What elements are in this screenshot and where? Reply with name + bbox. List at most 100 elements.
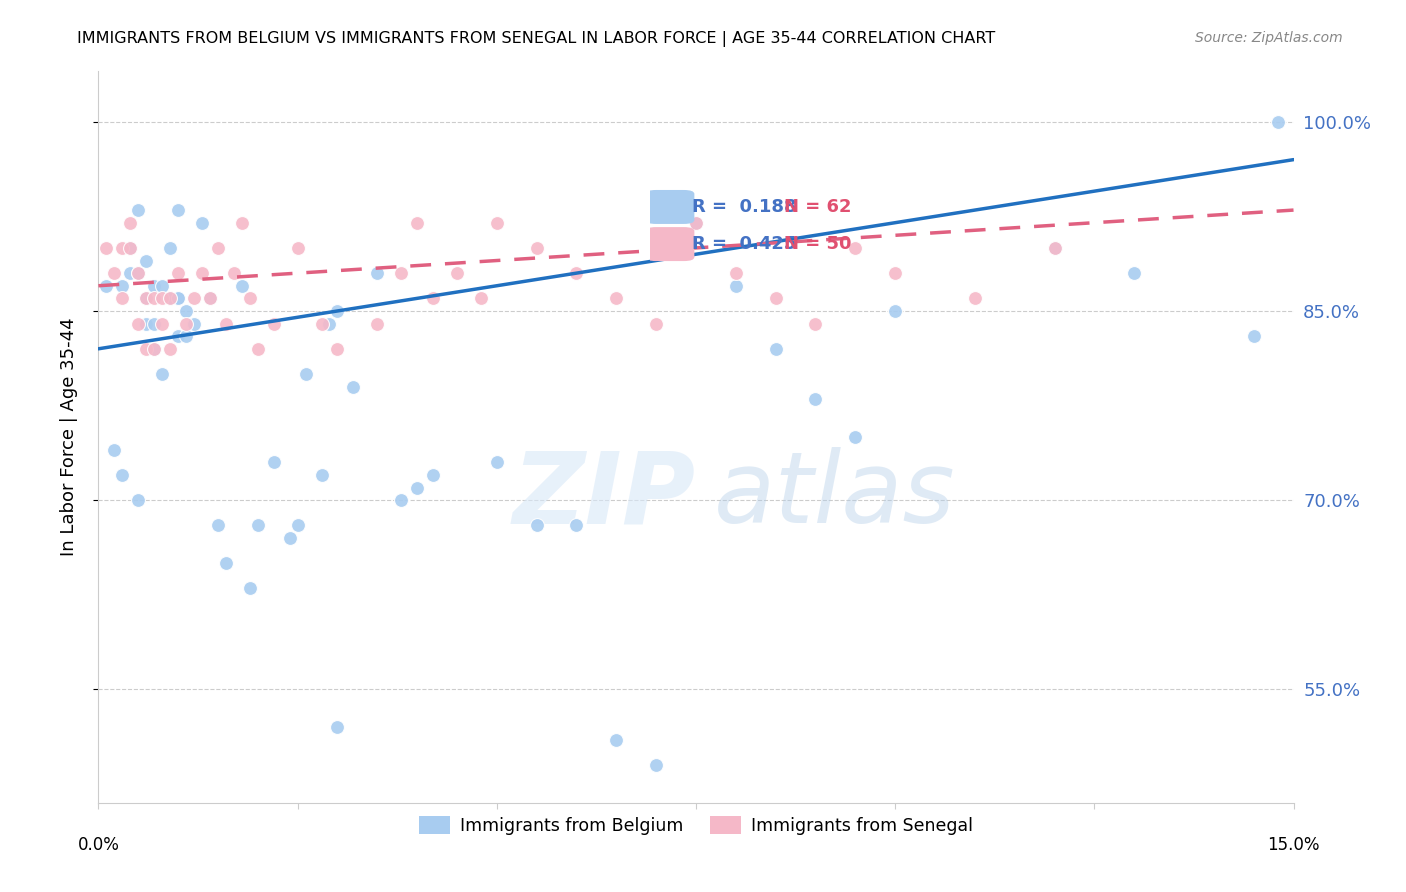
Point <box>198 291 221 305</box>
Point <box>174 304 197 318</box>
Point <box>135 291 157 305</box>
Point <box>765 291 787 305</box>
Point <box>485 216 508 230</box>
Point <box>150 291 173 305</box>
Point <box>239 291 262 305</box>
Point <box>231 216 253 230</box>
Point <box>127 203 149 218</box>
Point <box>159 342 181 356</box>
Point <box>150 367 173 381</box>
Point <box>207 518 229 533</box>
Point <box>844 241 866 255</box>
Text: N = 50: N = 50 <box>783 235 851 253</box>
Point <box>103 266 125 280</box>
Point <box>326 304 349 318</box>
Point <box>389 493 412 508</box>
Point <box>389 266 412 280</box>
Point <box>150 278 173 293</box>
Point <box>294 367 316 381</box>
Point <box>963 291 986 305</box>
Point <box>311 317 333 331</box>
Point <box>143 317 166 331</box>
Point <box>167 291 190 305</box>
Point <box>143 342 166 356</box>
Point <box>526 518 548 533</box>
Point <box>215 556 238 570</box>
Point <box>143 342 166 356</box>
Point <box>311 467 333 482</box>
Point <box>765 342 787 356</box>
Point <box>120 241 142 255</box>
Legend: Immigrants from Belgium, Immigrants from Senegal: Immigrants from Belgium, Immigrants from… <box>412 809 980 842</box>
Point <box>470 291 492 305</box>
Point <box>565 518 588 533</box>
Point <box>287 241 309 255</box>
Point <box>605 732 627 747</box>
Point <box>222 266 245 280</box>
Point <box>724 266 747 280</box>
Point <box>159 291 181 305</box>
Point <box>127 317 149 331</box>
Point <box>135 291 157 305</box>
Text: R =  0.188: R = 0.188 <box>692 198 797 216</box>
Point <box>263 317 285 331</box>
Point <box>645 758 668 772</box>
Point <box>278 531 301 545</box>
Point <box>844 430 866 444</box>
Point <box>111 241 134 255</box>
Point <box>143 291 166 305</box>
Point <box>120 216 142 230</box>
Text: 0.0%: 0.0% <box>77 836 120 854</box>
Point <box>135 317 157 331</box>
Point <box>804 317 827 331</box>
Point <box>326 342 349 356</box>
Point <box>685 216 707 230</box>
Point <box>183 291 205 305</box>
Point <box>366 317 388 331</box>
Point <box>159 291 181 305</box>
Point <box>246 518 269 533</box>
Point <box>135 342 157 356</box>
Point <box>120 266 142 280</box>
Point <box>111 291 134 305</box>
Point <box>645 317 668 331</box>
Point <box>446 266 468 280</box>
Point <box>605 291 627 305</box>
Point <box>884 304 907 318</box>
Point <box>96 241 118 255</box>
Point <box>1243 329 1265 343</box>
Point <box>326 720 349 734</box>
Text: atlas: atlas <box>714 447 956 544</box>
Point <box>191 216 214 230</box>
Point <box>318 317 340 331</box>
Point <box>135 253 157 268</box>
Text: Source: ZipAtlas.com: Source: ZipAtlas.com <box>1195 31 1343 45</box>
Text: R =  0.425: R = 0.425 <box>692 235 797 253</box>
Point <box>111 278 134 293</box>
Point <box>246 342 269 356</box>
Text: IMMIGRANTS FROM BELGIUM VS IMMIGRANTS FROM SENEGAL IN LABOR FORCE | AGE 35-44 CO: IMMIGRANTS FROM BELGIUM VS IMMIGRANTS FR… <box>77 31 995 47</box>
FancyBboxPatch shape <box>645 190 695 224</box>
Text: ZIP: ZIP <box>513 447 696 544</box>
Point <box>191 266 214 280</box>
Point <box>143 278 166 293</box>
Point <box>342 379 364 393</box>
Point <box>685 216 707 230</box>
Point <box>1123 266 1146 280</box>
Y-axis label: In Labor Force | Age 35-44: In Labor Force | Age 35-44 <box>59 318 77 557</box>
Text: 15.0%: 15.0% <box>1267 836 1320 854</box>
Point <box>239 582 262 596</box>
Point <box>167 203 190 218</box>
Point <box>167 266 190 280</box>
Point <box>231 278 253 293</box>
Point <box>485 455 508 469</box>
Point <box>150 317 173 331</box>
Point <box>198 291 221 305</box>
Point <box>103 442 125 457</box>
Point <box>159 241 181 255</box>
Point <box>167 291 190 305</box>
Point <box>127 266 149 280</box>
Point <box>406 481 429 495</box>
Point <box>127 266 149 280</box>
Point <box>1043 241 1066 255</box>
